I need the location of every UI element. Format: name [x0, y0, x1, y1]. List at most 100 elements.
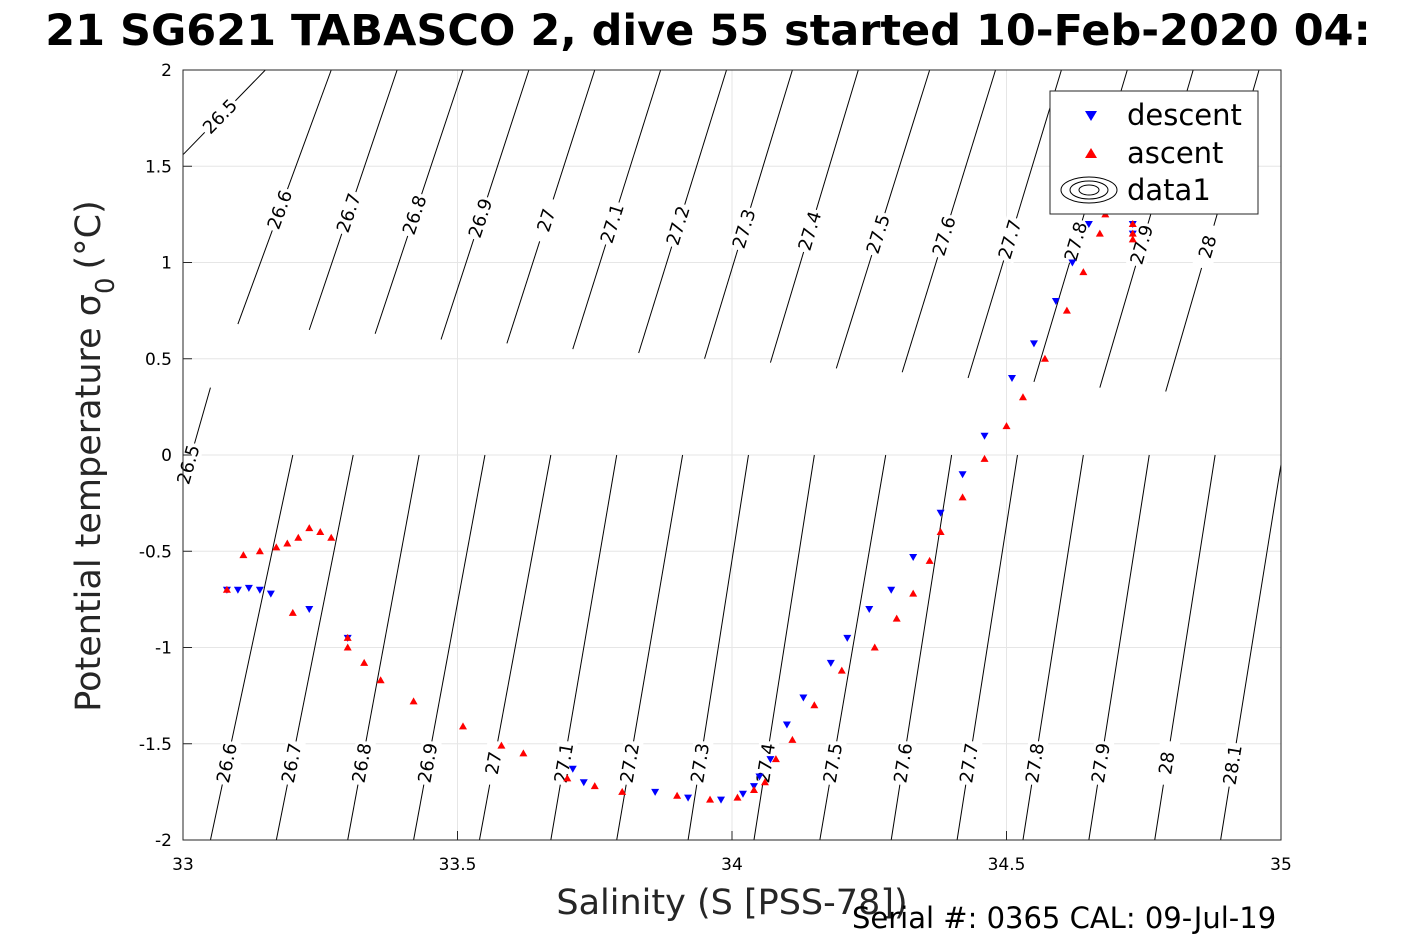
descent-point	[1029, 340, 1038, 348]
density-contour-label-bg	[197, 93, 243, 140]
density-contour-label-bg	[1087, 739, 1115, 787]
descent-point	[266, 590, 275, 598]
legend-data1-label: data1	[1127, 173, 1211, 207]
descent-point	[233, 586, 242, 594]
descent-point	[1084, 221, 1093, 228]
density-contour-label-bg	[862, 210, 895, 259]
y-axis-label-sub: 0	[91, 277, 121, 294]
descent-point	[958, 471, 967, 479]
y-axis-label-main: Potential temperature σ	[69, 294, 109, 712]
ascent-point	[294, 533, 303, 541]
ascent-point	[749, 785, 758, 793]
descent-point	[766, 756, 775, 764]
density-contour-label-bg	[332, 188, 366, 237]
density-contour-label-bg	[262, 185, 297, 234]
descent-point	[755, 773, 764, 781]
legend-ascent-label: ascent	[1127, 136, 1223, 170]
y-tick-label: 1.5	[145, 157, 172, 177]
legend-descent-label: descent	[1127, 98, 1242, 132]
ascent-point	[1018, 393, 1027, 401]
descent-point	[887, 586, 896, 594]
density-contour-label-bg	[348, 739, 376, 787]
descent-point	[843, 634, 852, 642]
density-contour-label-bg	[479, 739, 508, 787]
legend-box	[1049, 90, 1259, 215]
density-contour-label-bg	[1060, 217, 1092, 266]
legend-descent-marker	[1085, 111, 1097, 121]
density-contour-label-bg	[819, 739, 847, 787]
y-tick-label: -1.5	[139, 735, 172, 755]
ascent-point	[519, 749, 528, 757]
ascent-point	[1062, 306, 1071, 314]
density-contour-label-bg	[794, 206, 826, 255]
y-tick-label: 0	[161, 446, 172, 466]
legend-ascent-marker	[1085, 148, 1097, 158]
ascent-point	[810, 701, 819, 709]
ascent-point	[980, 454, 989, 462]
ascent-point	[1095, 229, 1104, 237]
ascent-point	[327, 533, 336, 541]
density-contours: 26.526.6 26.7 26.8 26.9 27 27.1 27.2 27.3 27.4 27…	[172, 69, 1282, 841]
y-tick-label: 2	[161, 61, 172, 81]
density-contour-label-bg	[616, 739, 644, 787]
density-contour-label-bg	[550, 739, 578, 787]
ascent-point	[788, 735, 797, 743]
ascent-point	[733, 793, 742, 801]
descent-point	[1051, 298, 1060, 305]
y-tick-label: -1	[155, 639, 172, 659]
density-contour-label-bg	[1219, 741, 1247, 789]
ascent-point	[1079, 268, 1088, 276]
ascent-point	[409, 697, 418, 705]
ascent-point	[239, 551, 248, 559]
descent-point	[738, 790, 747, 798]
ascent-point	[673, 791, 682, 799]
ascent-point	[892, 614, 901, 622]
descent-point	[936, 509, 945, 517]
ascent-point	[870, 643, 879, 651]
descent-point	[579, 779, 588, 787]
x-axis-label: Salinity (S [PSS-78])	[556, 883, 907, 923]
descent-point	[568, 765, 577, 773]
x-tick-label: 35	[1270, 855, 1292, 875]
density-contour-label-bg	[994, 215, 1027, 264]
descent-point	[255, 586, 264, 594]
descent-point	[799, 694, 808, 702]
y-tick-label: 1	[161, 254, 172, 274]
ascent-point	[255, 547, 264, 555]
ascent-point	[760, 778, 769, 786]
density-contour-label-bg	[596, 199, 629, 248]
descent-point	[244, 584, 253, 592]
ascent-point	[1128, 235, 1137, 243]
ascent-point	[706, 795, 715, 803]
density-contour-label-bg	[1126, 220, 1158, 269]
ascent-point	[343, 633, 352, 641]
density-contour-label-bg	[686, 739, 714, 787]
descent-point	[1007, 375, 1016, 382]
y-axis-label-unit: (°C)	[69, 200, 109, 269]
axis-ticks: 33 33.5 34 34.5 35 -2 -1.5 -1 -0.5 0 0.5 1 1.5 2	[139, 61, 1292, 875]
ascent-point	[590, 782, 599, 790]
density-contour-label-bg	[414, 739, 442, 787]
ascent-point	[360, 658, 369, 666]
descent-point	[865, 606, 874, 613]
x-tick-label: 33.5	[439, 855, 477, 875]
y-axis-label: Potential temperature σ0 (°C)	[69, 200, 121, 712]
ascent-point	[376, 676, 385, 684]
density-contour-label: 28	[1155, 750, 1179, 776]
descent-point	[909, 554, 918, 562]
ascent-point	[771, 755, 780, 763]
ascent-point	[618, 787, 627, 795]
density-contour-label-bg	[1021, 739, 1049, 787]
density-contour-label-bg	[889, 739, 917, 787]
ascent-point	[958, 493, 967, 501]
y-tick-label: -2	[155, 831, 172, 851]
density-contour-label-bg	[955, 739, 983, 787]
density-contour-label-bg	[172, 440, 205, 489]
density-contour-label-bg	[464, 194, 497, 243]
legend-data1-marker	[1060, 176, 1118, 204]
density-contour-label-bg	[530, 196, 563, 245]
ascent-point	[936, 528, 945, 535]
descent-point	[305, 606, 314, 613]
descent-point	[684, 794, 693, 802]
